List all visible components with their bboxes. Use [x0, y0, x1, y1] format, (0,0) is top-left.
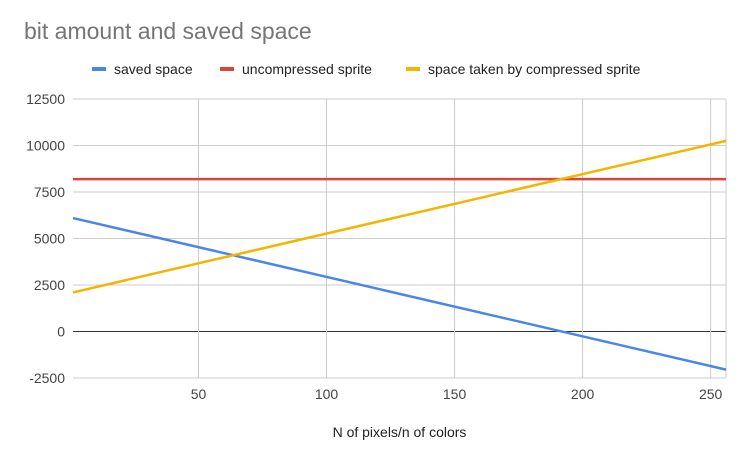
- x-tick-label: 100: [315, 386, 339, 402]
- y-tick-labels: -2500 0 2500 5000 7500 10000 12500: [26, 91, 65, 386]
- gridlines: [73, 98, 727, 379]
- legend-label: saved space: [114, 61, 193, 77]
- legend-label: uncompressed sprite: [242, 61, 372, 77]
- y-tick-label: 2500: [34, 277, 65, 293]
- y-tick-label: -2500: [29, 370, 65, 386]
- y-tick-label: 10000: [26, 138, 65, 154]
- x-tick-labels: 50 100 150 200 250: [191, 386, 723, 402]
- x-tick-label: 250: [699, 386, 723, 402]
- x-tick-label: 50: [191, 386, 207, 402]
- y-tick-label: 0: [57, 324, 65, 340]
- y-tick-label: 7500: [34, 184, 65, 200]
- x-tick-label: 200: [571, 386, 595, 402]
- y-tick-label: 12500: [26, 91, 65, 107]
- legend-swatch: [406, 67, 420, 71]
- series-lines: [72, 139, 727, 371]
- legend-item-3: space taken by compressed sprite: [406, 61, 641, 77]
- series-line-1: [72, 216, 727, 371]
- series-line-3: [72, 139, 727, 294]
- legend-swatch: [92, 67, 106, 71]
- x-tick-label: 150: [443, 386, 467, 402]
- chart-title: bit amount and saved space: [24, 18, 312, 44]
- legend-label: space taken by compressed sprite: [428, 61, 641, 77]
- y-tick-label: 5000: [34, 231, 65, 247]
- x-axis-title: N of pixels/n of colors: [333, 424, 467, 440]
- legend-item-1: saved space: [92, 61, 193, 77]
- legend-swatch: [220, 67, 234, 71]
- legend: saved space uncompressed sprite space take…: [92, 61, 641, 77]
- legend-item-2: uncompressed sprite: [220, 61, 372, 77]
